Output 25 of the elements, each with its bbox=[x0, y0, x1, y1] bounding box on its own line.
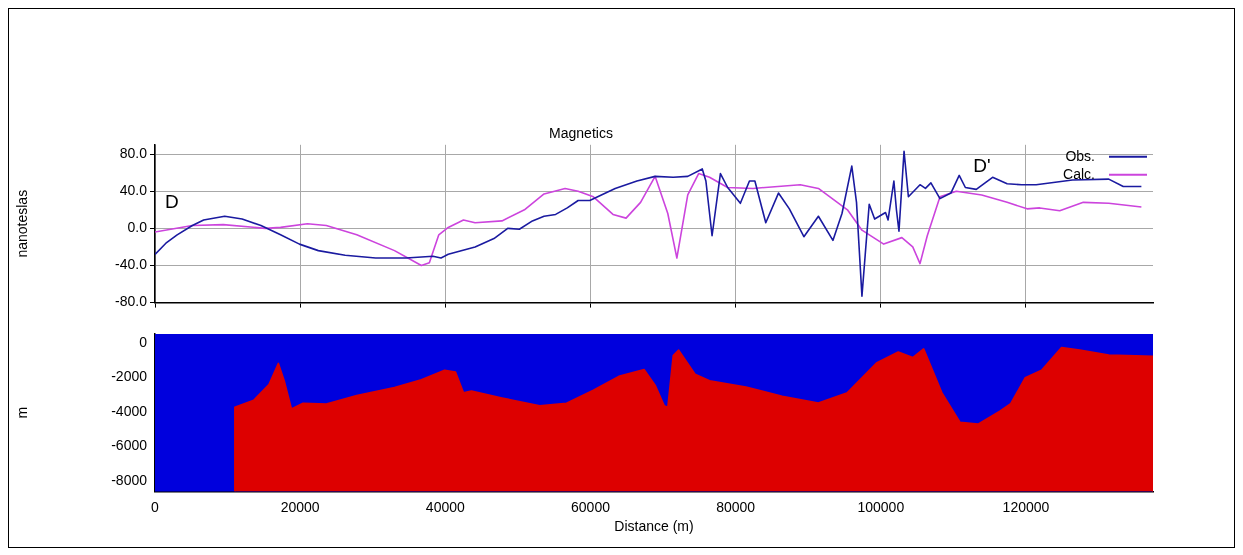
x-tick-label: 60000 bbox=[571, 498, 611, 515]
x-tick-label: 120000 bbox=[1002, 498, 1050, 515]
x-tick-label: 20000 bbox=[280, 498, 320, 515]
y-tick-label: -4000 bbox=[111, 402, 148, 419]
y-tick-label: -2000 bbox=[111, 368, 148, 385]
y-tick-label: -8000 bbox=[111, 471, 148, 488]
x-tick-label: 80000 bbox=[716, 498, 756, 515]
x-tick-label: 100000 bbox=[857, 498, 905, 515]
x-axis-title: Distance (m) bbox=[614, 518, 694, 535]
y-tick-label: -40.0 bbox=[115, 256, 148, 273]
y-axis-title: m bbox=[14, 406, 31, 419]
y-tick-label: -80.0 bbox=[115, 293, 148, 310]
y-tick-label: 0 bbox=[139, 333, 148, 350]
annotation: D' bbox=[973, 155, 991, 177]
x-tick-label: 0 bbox=[151, 498, 160, 515]
x-tick-label: 40000 bbox=[425, 498, 465, 515]
y-axis-title: nanoteslas bbox=[14, 189, 31, 258]
y-tick-label: 40.0 bbox=[119, 182, 148, 199]
y-tick-label: 80.0 bbox=[119, 144, 148, 161]
legend-label: Obs. bbox=[1065, 147, 1095, 164]
chart-title: Magnetics bbox=[549, 125, 613, 142]
annotation: D bbox=[165, 191, 179, 213]
legend-label: Calc. bbox=[1063, 165, 1095, 182]
y-tick-label: -6000 bbox=[111, 437, 148, 454]
y-tick-label: 0.0 bbox=[127, 219, 148, 236]
